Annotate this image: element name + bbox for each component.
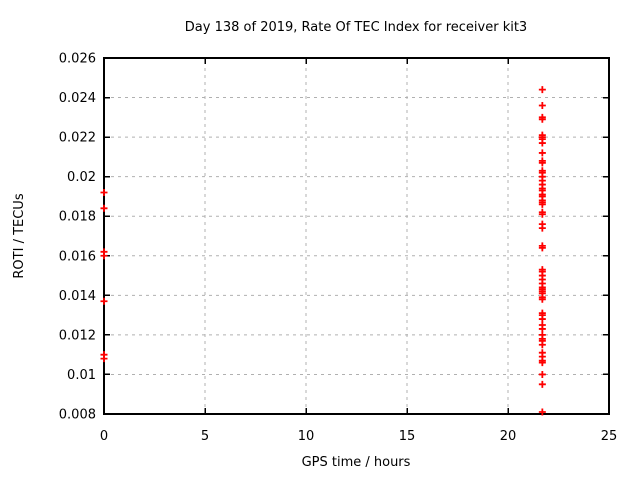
data-point-marker xyxy=(538,341,546,349)
y-tick-label: 0.02 xyxy=(67,170,96,185)
x-tick-label: 25 xyxy=(601,429,618,444)
y-tick-label: 0.022 xyxy=(59,131,96,146)
data-point-marker xyxy=(538,408,546,416)
x-tick-label: 0 xyxy=(100,429,108,444)
y-tick-label: 0.012 xyxy=(59,328,96,343)
data-point-marker xyxy=(538,159,546,167)
data-point-marker xyxy=(538,244,546,252)
x-tick-label: 10 xyxy=(298,429,315,444)
y-tick-label: 0.016 xyxy=(59,249,96,264)
y-tick-label: 0.024 xyxy=(59,91,96,106)
data-point-marker xyxy=(538,210,546,218)
y-tick-label: 0.01 xyxy=(67,368,96,383)
plot-border xyxy=(103,57,610,415)
x-tick-label: 5 xyxy=(201,429,209,444)
data-point-marker xyxy=(538,370,546,378)
data-point-marker xyxy=(538,115,546,123)
data-point-marker xyxy=(538,295,546,303)
data-point-marker xyxy=(100,355,108,363)
data-point-marker xyxy=(538,200,546,208)
data-point-marker xyxy=(538,149,546,157)
data-point-marker xyxy=(538,359,546,367)
y-axis-label: ROTI / TECUs xyxy=(12,193,27,278)
data-point-marker xyxy=(538,325,546,333)
data-point-marker xyxy=(100,188,108,196)
data-point-marker xyxy=(538,315,546,323)
y-tick-label: 0.018 xyxy=(59,210,96,225)
data-point-marker xyxy=(538,86,546,94)
x-axis-label: GPS time / hours xyxy=(302,455,411,470)
data-points xyxy=(100,86,546,416)
tick-labels: 0.008 0.01 0.012 0.014 0.016 0.018 0.02 0.022 0.… xyxy=(59,52,617,445)
y-tick-label: 0.008 xyxy=(59,408,96,423)
axes-and-ticks xyxy=(103,57,610,415)
x-tick-label: 15 xyxy=(399,429,416,444)
chart-title: Day 138 of 2019, Rate Of TEC Index for r… xyxy=(185,20,527,35)
data-point-marker xyxy=(538,101,546,109)
data-point-marker xyxy=(538,139,546,147)
y-tick-label: 0.014 xyxy=(59,289,96,304)
x-tick-label: 20 xyxy=(500,429,517,444)
data-point-marker xyxy=(100,297,108,305)
data-point-marker xyxy=(538,380,546,388)
data-point-marker xyxy=(538,224,546,232)
data-point-marker xyxy=(100,252,108,260)
data-point-marker xyxy=(100,204,108,212)
y-tick-label: 0.026 xyxy=(59,52,96,67)
